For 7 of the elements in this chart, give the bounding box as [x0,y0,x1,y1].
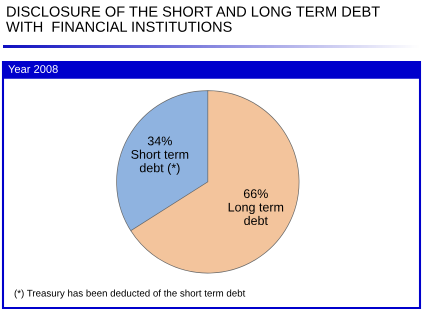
chart-subtitle: Year 2008 [8,65,58,73]
chart-title: DISCLOSURE OF THE SHORT AND LONG TERM DEBT WITH FINANCIAL INSTITUTIONS [6,6,380,32]
text: (*) Treasury has been deducted of the short term debt [14,289,246,299]
slice-label: Long term debt [228,202,284,226]
data-label: 66% [244,189,268,198]
data-label: 34% [148,136,172,146]
slice-label: Short term debt (*) [131,150,188,175]
